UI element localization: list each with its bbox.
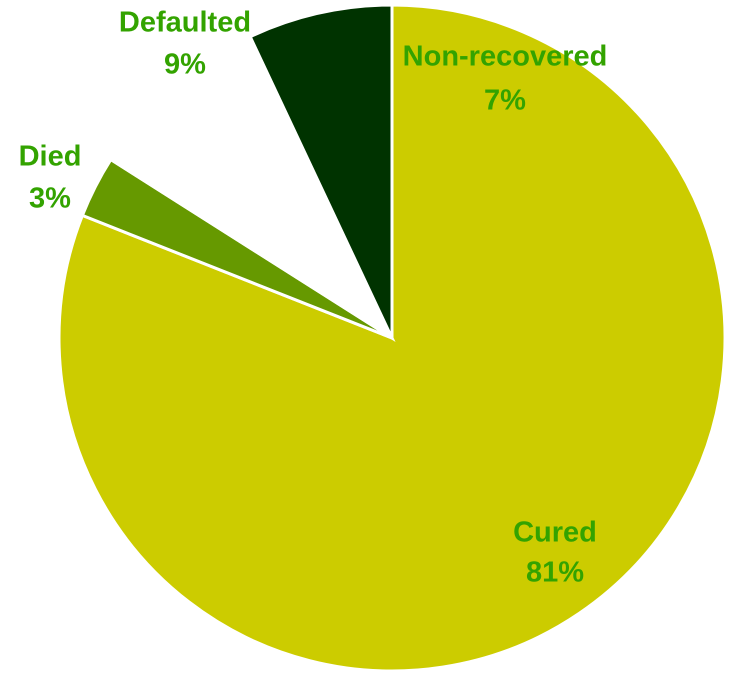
pie-slice <box>248 3 394 339</box>
slice-value-label: 3% <box>29 183 71 215</box>
slice-label: Defaulted <box>119 7 251 39</box>
slice-label: Non-recovered <box>403 41 608 73</box>
slice-value-label: 9% <box>164 49 206 81</box>
slice-value-label: 81% <box>526 557 584 589</box>
slice-value-label: 7% <box>484 85 526 117</box>
slice-label: Cured <box>513 517 597 549</box>
slice-label: Died <box>19 141 82 173</box>
pie-slice <box>108 34 396 343</box>
